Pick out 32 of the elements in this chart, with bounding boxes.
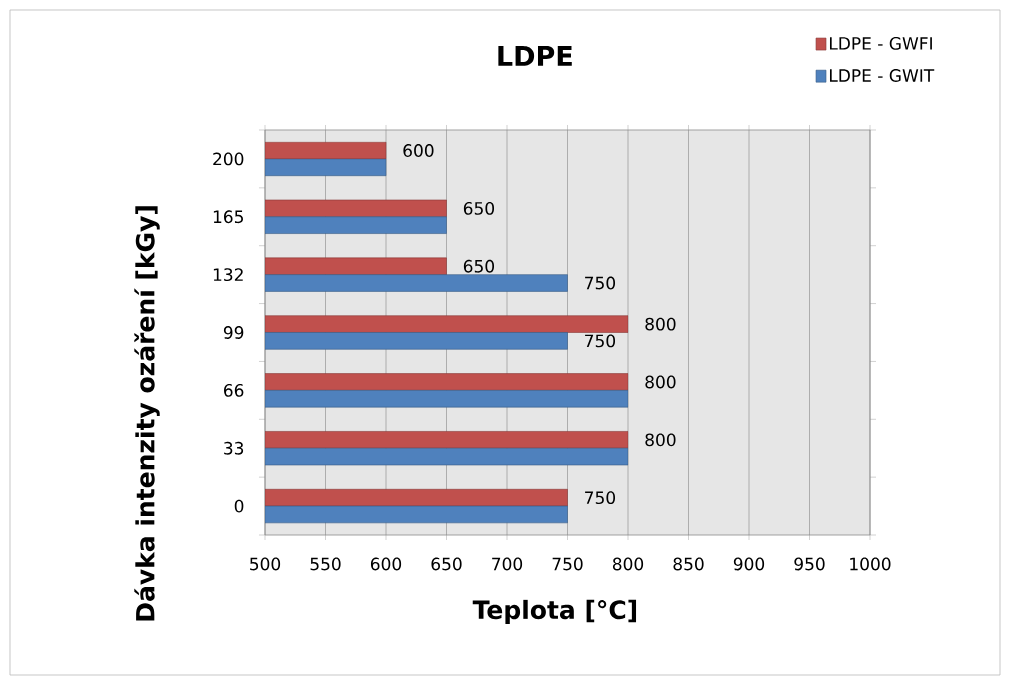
x-tick-label: 600	[370, 557, 402, 571]
x-tick-label: 750	[552, 557, 583, 571]
chart-title: LDPE	[498, 46, 572, 66]
x-tick-label: 700	[492, 557, 523, 571]
y-tick-label: 165	[213, 210, 243, 224]
legend-label: LDPE - GWFI	[829, 36, 932, 50]
data-label: 800	[645, 375, 676, 389]
y-tick-label: 200	[213, 152, 244, 166]
x-tick-label: 950	[794, 557, 825, 571]
x-tick-label: 850	[673, 557, 704, 571]
x-tick-label: 550	[310, 557, 341, 571]
data-label: 800	[645, 433, 676, 447]
x-axis-title: Teplota [°C]	[472, 599, 637, 625]
x-tick-label: 650	[431, 557, 462, 571]
y-tick-label: 33	[224, 441, 244, 455]
x-tick-label: 500	[250, 557, 281, 571]
y-axis-title: Dávka intenzity ozáření [kGy]	[134, 206, 160, 621]
data-label: 800	[645, 317, 676, 331]
y-tick-label: 132	[213, 268, 243, 282]
data-label: 750	[585, 334, 616, 348]
y-tick-label: 66	[224, 383, 244, 397]
data-label: 650	[463, 201, 495, 215]
x-tick-label: 800	[612, 557, 644, 571]
data-label: 750	[585, 276, 616, 290]
legend-label: LDPE - GWIT	[829, 69, 935, 82]
x-tick-label: 900	[733, 557, 765, 571]
data-label: 600	[403, 144, 434, 157]
y-tick-label: 99	[223, 326, 244, 339]
data-label: 650	[463, 259, 495, 273]
data-label: 750	[585, 491, 616, 505]
x-tick-label: 1000	[850, 557, 891, 571]
y-tick-label: 0	[234, 499, 244, 513]
